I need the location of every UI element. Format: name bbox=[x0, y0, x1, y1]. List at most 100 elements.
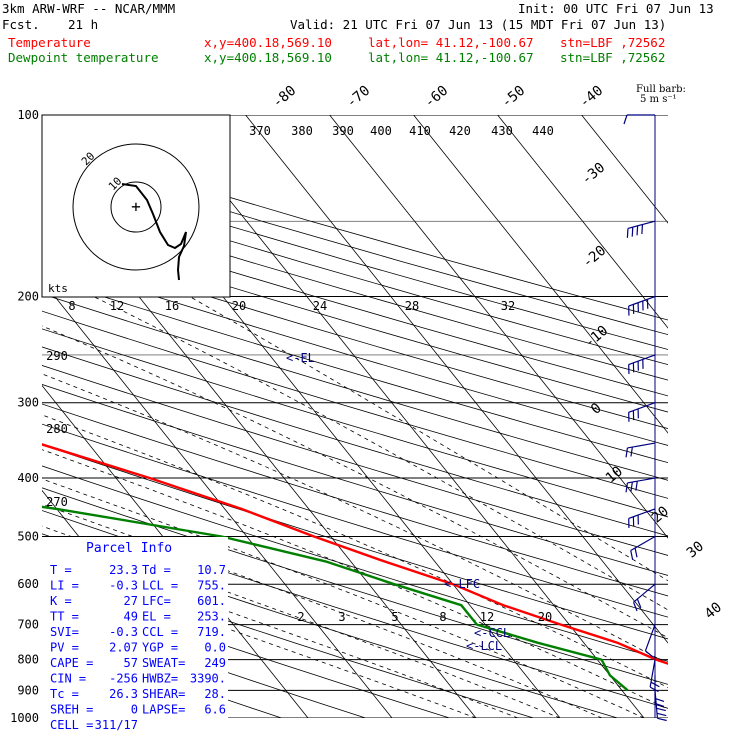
parcel-info-key: CIN = bbox=[50, 672, 86, 686]
hodograph-center-marker: + bbox=[131, 197, 141, 216]
parcel-info-key: LAPSE= bbox=[142, 703, 185, 717]
parcel-info-key: SVI= bbox=[50, 625, 79, 639]
theta-label: 270 bbox=[46, 495, 68, 509]
moist-adiabat-line bbox=[42, 545, 519, 718]
theta-label: 370 bbox=[249, 124, 271, 138]
isotherm-label: 20 bbox=[649, 503, 672, 526]
pressure-tick-label: 700 bbox=[17, 618, 39, 632]
parcel-info-value: -256 bbox=[109, 672, 138, 686]
theta-label: 280 bbox=[46, 422, 68, 436]
dry-adiabat-line bbox=[42, 310, 668, 499]
parcel-info-box bbox=[42, 537, 228, 725]
dry-adiabat-line bbox=[42, 212, 668, 397]
pressure-tick-label: 400 bbox=[17, 471, 39, 485]
ccl-marker-label: <-CCL bbox=[474, 626, 510, 640]
isotherm-label: -30 bbox=[579, 160, 609, 189]
isotherm-line bbox=[42, 279, 393, 718]
parcel-info-value: 0.0 bbox=[204, 641, 226, 655]
theta-label: 390 bbox=[332, 124, 354, 138]
isotherm-line bbox=[245, 115, 668, 644]
isotherm-line bbox=[497, 115, 668, 329]
model-title: 3km ARW-WRF -- NCAR/MMM bbox=[2, 1, 176, 16]
parcel-info-key: Td = bbox=[142, 563, 171, 577]
dry-adiabat-line bbox=[42, 276, 668, 464]
pressure-tick-label: 200 bbox=[17, 290, 39, 304]
parcel-info-value: 28. bbox=[204, 687, 226, 701]
wind-barb-flag bbox=[656, 707, 666, 712]
wind-barb-flag bbox=[630, 481, 633, 492]
hodograph-ring bbox=[72, 143, 200, 271]
parcel-info-value: 0 bbox=[131, 703, 138, 717]
pressure-tick-label: 1000 bbox=[10, 711, 39, 725]
mixing-ratio-label: 5 bbox=[391, 610, 398, 624]
parcel-info-value: -0.3 bbox=[109, 579, 138, 593]
wind-barb-flag bbox=[634, 547, 638, 558]
mixing-ratio-label: 12 bbox=[110, 299, 124, 313]
dry-adiabat-line bbox=[42, 444, 668, 640]
mixing-ratio-label: 3 bbox=[338, 610, 345, 624]
data-series bbox=[42, 443, 668, 692]
parcel-info-key: CCL = bbox=[142, 625, 178, 639]
parcel-info-value: 253. bbox=[197, 610, 226, 624]
isotherm-line bbox=[581, 115, 668, 224]
parcel-info-value: 10.7 bbox=[197, 563, 226, 577]
parcel-info-value: 57 bbox=[124, 656, 138, 670]
isotherm-label: -40 bbox=[577, 83, 607, 112]
valid-time: Valid: 21 UTC Fri 07 Jun 13 (15 MDT Fri … bbox=[290, 17, 667, 32]
wind-barb-flag bbox=[623, 114, 628, 125]
parcel-info-title: Parcel Info bbox=[86, 541, 172, 556]
parcel-info-key: SWEAT= bbox=[142, 656, 185, 670]
forecast-hour: 21 h bbox=[68, 17, 99, 32]
wind-barb-flag bbox=[630, 446, 633, 457]
dry-adiabat-line bbox=[42, 197, 668, 381]
mixing-ratio-label: 8 bbox=[439, 610, 446, 624]
isotherm-label: -60 bbox=[422, 83, 452, 112]
parcel-info-key: Tc = bbox=[50, 687, 79, 701]
parcel-info-value: 311/17 bbox=[95, 718, 138, 732]
pressure-tick-label: 800 bbox=[17, 653, 39, 667]
dry-adiabat-line bbox=[42, 403, 668, 597]
isotherm-line bbox=[413, 115, 668, 434]
dry-adiabat-line bbox=[42, 228, 668, 413]
theta-label: 440 bbox=[532, 124, 554, 138]
theta-label: 430 bbox=[491, 124, 513, 138]
wind-barb-flag bbox=[632, 602, 638, 612]
parcel-info-key: CELL = bbox=[50, 718, 93, 732]
wind-barb-flag bbox=[657, 717, 667, 722]
mixing-ratio-label: 20 bbox=[538, 610, 552, 624]
parcel-info-key: K = bbox=[50, 594, 72, 608]
parcel-info-value: 23.3 bbox=[109, 563, 138, 577]
init-time: Init: 00 UTC Fri 07 Jun 13 bbox=[518, 1, 714, 16]
pressure-tick-label: 900 bbox=[17, 683, 39, 697]
parcel-info-value: 27 bbox=[124, 594, 138, 608]
parcel-info-key: LFC= bbox=[142, 594, 171, 608]
dry-adiabat-line bbox=[42, 328, 668, 518]
parcel-info-value: 6.6 bbox=[204, 703, 226, 717]
temperature-latlon: lat,lon= 41.12,-100.67 bbox=[368, 35, 534, 50]
dry-adiabat-line bbox=[42, 183, 668, 366]
dry-adiabat-line bbox=[42, 608, 366, 718]
wind-barb-flag bbox=[636, 598, 642, 609]
dewpoint-station: stn=LBF ,72562 bbox=[560, 50, 666, 65]
parcel-info-key: LCL = bbox=[142, 579, 178, 593]
dry-adiabat-line bbox=[42, 244, 668, 429]
parcel-info-key: CAPE = bbox=[50, 656, 93, 670]
dry-adiabat-line bbox=[42, 293, 668, 481]
pressure-tick-label: 500 bbox=[17, 529, 39, 543]
mixing-ratio-label: 12 bbox=[480, 610, 494, 624]
wind-barb-flag bbox=[641, 224, 644, 235]
mixing-ratio-label: 28 bbox=[405, 299, 419, 313]
parcel-info-key: LI = bbox=[50, 579, 79, 593]
pressure-tick-label: 300 bbox=[17, 396, 39, 410]
isotherm-label: -80 bbox=[270, 83, 300, 112]
dry-adiabat-line bbox=[42, 346, 668, 537]
isotherm-label: 10 bbox=[603, 463, 626, 486]
parcel-info-key: T = bbox=[50, 563, 72, 577]
theta-label: 410 bbox=[409, 124, 431, 138]
wind-barb-flag bbox=[649, 686, 659, 693]
moist-adiabat-line bbox=[42, 325, 668, 639]
wind-barbs bbox=[623, 114, 667, 722]
dry-adiabat-line bbox=[42, 423, 668, 618]
